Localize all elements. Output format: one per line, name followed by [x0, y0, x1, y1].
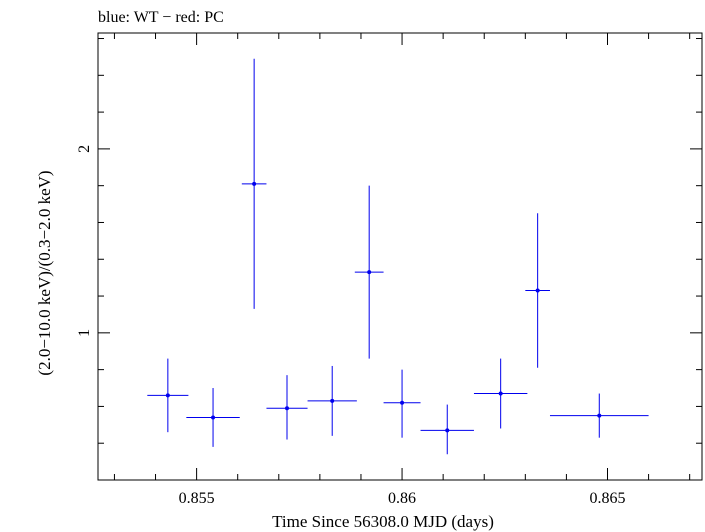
- data-marker: [498, 391, 503, 396]
- data-marker: [535, 288, 540, 293]
- data-points: [147, 58, 649, 455]
- x-tick-label: 0.86: [388, 490, 416, 507]
- data-marker: [330, 398, 335, 403]
- chart-title: blue: WT − red: PC: [98, 9, 224, 26]
- data-point: [525, 213, 550, 368]
- x-tick-label: 0.855: [179, 490, 215, 507]
- data-point: [473, 358, 528, 429]
- data-marker: [252, 181, 257, 186]
- data-point: [186, 388, 240, 447]
- data-point: [241, 58, 267, 309]
- y-tick-label: 1: [76, 329, 93, 337]
- data-marker: [211, 415, 216, 420]
- data-point: [147, 358, 189, 433]
- data-marker: [165, 393, 170, 398]
- data-point: [307, 365, 357, 436]
- x-axis-label: Time Since 56308.0 MJD (days): [272, 512, 494, 531]
- data-marker: [597, 413, 602, 418]
- data-point: [354, 185, 384, 359]
- x-tick-label: 0.865: [589, 490, 625, 507]
- data-marker: [367, 270, 372, 275]
- data-point: [549, 393, 649, 438]
- data-point: [420, 404, 474, 455]
- data-marker: [285, 406, 290, 411]
- y-tick-label: 2: [76, 145, 93, 153]
- data-marker: [400, 400, 405, 405]
- plot-frame: [97, 32, 703, 481]
- y-axis-label: (2.0−10.0 keV)/(0.3−2.0 keV): [35, 170, 54, 375]
- data-point: [266, 375, 308, 440]
- axis-ticks: [98, 33, 702, 481]
- tick-labels: 0.855 0.86 0.865 1 2: [76, 145, 625, 507]
- data-marker: [445, 428, 450, 433]
- data-point: [383, 369, 421, 438]
